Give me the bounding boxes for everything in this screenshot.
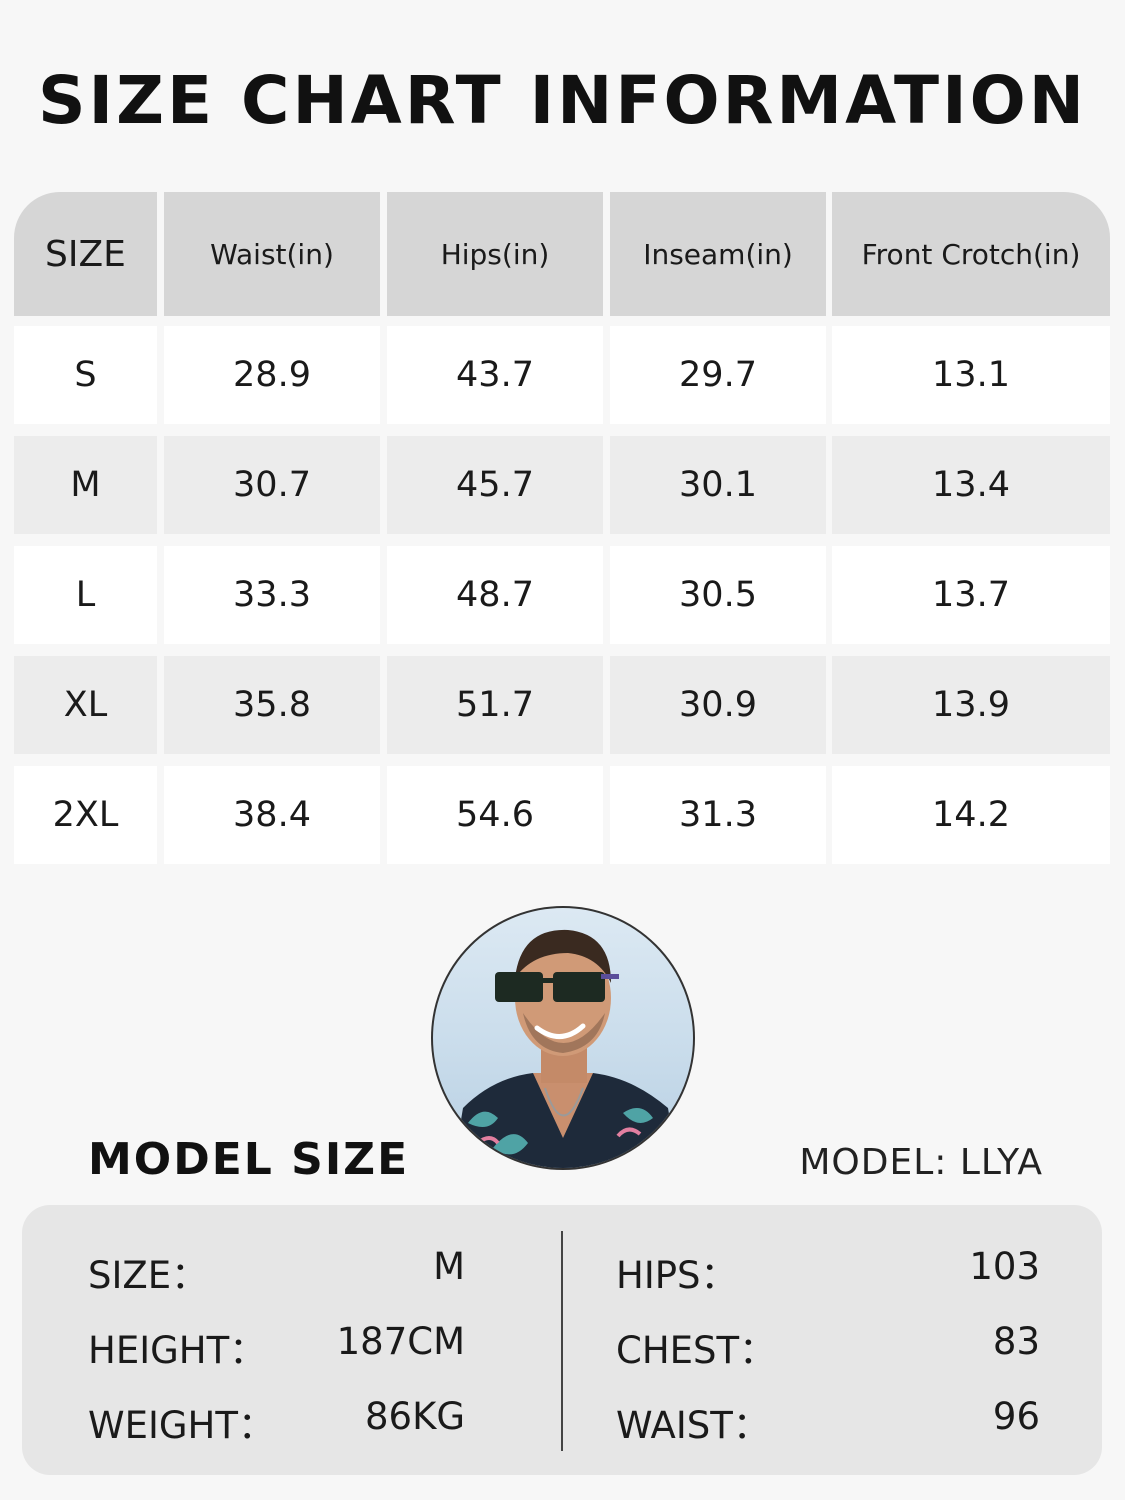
stat-value: 103 <box>969 1245 1040 1288</box>
cell-hips: 54.6 <box>387 766 603 864</box>
cell-waist: 38.4 <box>164 766 380 864</box>
cell-front-crotch: 14.2 <box>832 766 1110 864</box>
cell-waist: 33.3 <box>164 546 380 644</box>
cell-front-crotch: 13.1 <box>832 326 1110 424</box>
stat-label: HIPS： <box>616 1254 738 1297</box>
stat-value: 96 <box>992 1395 1040 1438</box>
stat-hips: HIPS： 103 <box>616 1237 1040 1297</box>
header-waist: Waist(in) <box>164 192 380 316</box>
table-row: S 28.9 43.7 29.7 13.1 <box>14 326 1110 424</box>
table-row: M 30.7 45.7 30.1 13.4 <box>14 436 1110 534</box>
header-size: SIZE <box>14 192 157 316</box>
cell-size: S <box>14 326 157 424</box>
cell-waist: 30.7 <box>164 436 380 534</box>
stat-label: WEIGHT： <box>88 1404 275 1447</box>
stat-size: SIZE： M <box>88 1237 465 1297</box>
table-header-row: SIZE Waist(in) Hips(in) Inseam(in) Front… <box>14 192 1110 316</box>
stat-waist: WAIST： 96 <box>616 1387 1040 1447</box>
stat-label: CHEST： <box>616 1329 777 1372</box>
model-photo <box>431 906 695 1170</box>
header-front-crotch: Front Crotch(in) <box>832 192 1110 316</box>
model-size-heading: MODEL SIZE <box>88 1134 410 1185</box>
stat-value: M <box>433 1245 465 1288</box>
cell-inseam: 30.9 <box>610 656 826 754</box>
cell-hips: 48.7 <box>387 546 603 644</box>
cell-hips: 51.7 <box>387 656 603 754</box>
table-row: L 33.3 48.7 30.5 13.7 <box>14 546 1110 644</box>
stat-value: 187CM <box>336 1320 465 1363</box>
cell-hips: 45.7 <box>387 436 603 534</box>
header-hips: Hips(in) <box>387 192 603 316</box>
table-row: 2XL 38.4 54.6 31.3 14.2 <box>14 766 1110 864</box>
table-row: XL 35.8 51.7 30.9 13.9 <box>14 656 1110 754</box>
page-title: SIZE CHART INFORMATION <box>38 62 1087 139</box>
cell-size: M <box>14 436 157 534</box>
cell-inseam: 31.3 <box>610 766 826 864</box>
model-illustration <box>453 929 678 1168</box>
cell-size: L <box>14 546 157 644</box>
cell-inseam: 30.5 <box>610 546 826 644</box>
cell-front-crotch: 13.7 <box>832 546 1110 644</box>
model-stats-panel: SIZE： M HEIGHT： 187CM WEIGHT： 86KG HIPS：… <box>22 1205 1102 1475</box>
stats-divider <box>561 1231 563 1451</box>
cell-waist: 28.9 <box>164 326 380 424</box>
cell-size: XL <box>14 656 157 754</box>
cell-front-crotch: 13.4 <box>832 436 1110 534</box>
cell-size: 2XL <box>14 766 157 864</box>
stat-chest: CHEST： 83 <box>616 1312 1040 1372</box>
stat-label: SIZE： <box>88 1254 209 1297</box>
cell-inseam: 29.7 <box>610 326 826 424</box>
stat-label: HEIGHT： <box>88 1329 267 1372</box>
stat-label: WAIST： <box>616 1404 770 1447</box>
cell-inseam: 30.1 <box>610 436 826 534</box>
cell-waist: 35.8 <box>164 656 380 754</box>
cell-hips: 43.7 <box>387 326 603 424</box>
stat-value: 86KG <box>364 1395 465 1438</box>
cell-front-crotch: 13.9 <box>832 656 1110 754</box>
header-inseam: Inseam(in) <box>610 192 826 316</box>
stat-weight: WEIGHT： 86KG <box>88 1387 465 1447</box>
model-name: MODEL: LLYA <box>799 1142 1043 1183</box>
stat-height: HEIGHT： 187CM <box>88 1312 465 1372</box>
stat-value: 83 <box>992 1320 1040 1363</box>
